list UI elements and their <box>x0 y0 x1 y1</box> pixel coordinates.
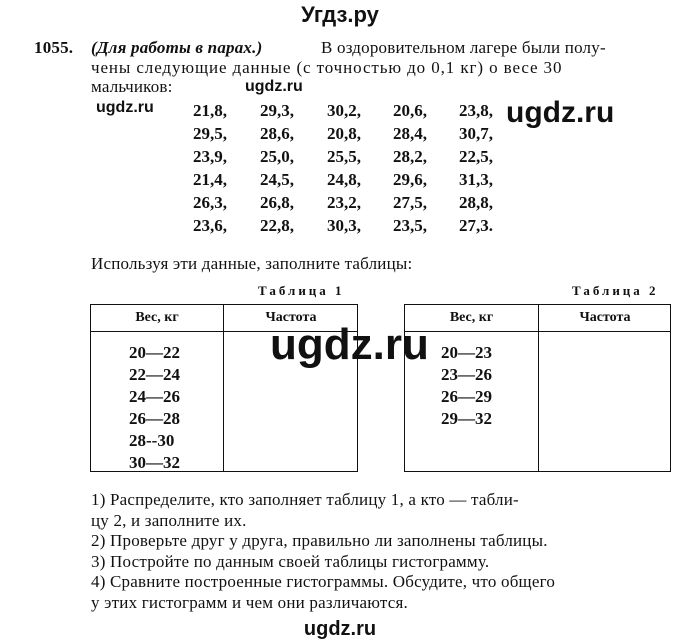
watermark: ugdz.ru <box>270 320 429 369</box>
range-cell: 22—24 <box>129 365 180 384</box>
problem-text-line1: В оздоровительном лагере были полу- <box>321 38 606 57</box>
table2-header-weight: Вес, кг <box>449 310 494 325</box>
range-cell: 26—28 <box>129 409 180 428</box>
range-cell: 28--30 <box>129 431 175 450</box>
data-value: 28,4, <box>393 124 427 143</box>
task-line: цу 2, и заполните их. <box>91 510 247 530</box>
task-line: 3) Постройте по данным своей таблицы гис… <box>91 551 490 571</box>
range-cell: 30—32 <box>129 453 180 472</box>
data-value: 31,3, <box>459 170 493 189</box>
data-value: 22,8, <box>260 216 294 235</box>
data-value: 28,8, <box>459 193 493 212</box>
data-value: 26,3, <box>193 193 227 212</box>
data-value: 25,5, <box>327 147 361 166</box>
data-value: 23,8, <box>459 101 493 120</box>
table2-caption: Таблица 2 <box>572 283 659 298</box>
data-value: 27,3. <box>459 216 493 235</box>
data-value: 20,6, <box>393 101 427 120</box>
watermark: ugdz.ru <box>96 99 154 116</box>
data-value: 24,8, <box>327 170 361 189</box>
problem-number: 1055. <box>34 38 74 57</box>
data-value: 29,6, <box>393 170 427 189</box>
watermark: ugdz.ru <box>506 96 615 129</box>
task-line: у этих гистограмм и чем они различаются. <box>91 592 408 612</box>
data-value: 30,2, <box>327 101 361 120</box>
problem-text-line3: мальчиков: <box>91 77 173 96</box>
data-value: 22,5, <box>459 147 493 166</box>
data-value: 23,6, <box>193 216 227 235</box>
task-line: 4) Сравните построенные гистограммы. Обс… <box>91 572 556 591</box>
data-value: 21,8, <box>193 101 227 120</box>
table1-caption: Таблица 1 <box>258 283 345 298</box>
instruction: Используя эти данные, заполните таблицы: <box>91 254 413 273</box>
data-value: 30,7, <box>459 124 493 143</box>
problem-text-line2: чены следующие данные (с точностью до 0,… <box>91 58 563 77</box>
watermark: ugdz.ru <box>303 618 377 640</box>
range-cell: 26—29 <box>441 387 492 406</box>
data-value: 23,5, <box>393 216 427 235</box>
table1-header-frequency: Частота <box>265 310 317 325</box>
table1-header-weight: Вес, кг <box>135 310 179 325</box>
range-cell: 20—23 <box>441 343 492 362</box>
data-value: 21,4, <box>193 170 227 189</box>
data-value: 30,3, <box>327 216 361 235</box>
data-value: 27,5, <box>393 193 427 212</box>
data-value: 20,8, <box>327 124 361 143</box>
data-value: 25,0, <box>260 147 294 166</box>
data-value: 29,3, <box>260 101 294 120</box>
site-title: Угдз.ру <box>301 2 379 27</box>
task-line: 1) Распределите, кто заполняет таблицу 1… <box>91 490 519 509</box>
data-value: 28,6, <box>260 124 294 143</box>
range-cell: 24—26 <box>129 387 180 406</box>
watermark: ugdz.ru <box>245 78 303 95</box>
data-value: 23,2, <box>327 193 361 212</box>
range-cell: 23—26 <box>441 365 492 384</box>
data-value: 28,2, <box>393 147 427 166</box>
table2-header-frequency: Частота <box>579 310 631 325</box>
data-value: 23,9, <box>193 147 227 166</box>
data-value: 29,5, <box>193 124 227 143</box>
range-cell: 20—22 <box>129 343 180 362</box>
problem-note: (Для работы в парах.) <box>91 38 263 57</box>
data-value: 26,8, <box>260 193 294 212</box>
data-value: 24,5, <box>260 170 294 189</box>
table2: Вес, кг Частота 20—23 23—26 26—29 29—32 <box>404 304 671 472</box>
table1: Вес, кг Частота 20—22 22—24 24—26 26—28 28--… <box>90 304 358 472</box>
range-cell: 29—32 <box>441 409 492 428</box>
task-line: 2) Проверьте друг у друга, правильно ли … <box>91 531 548 550</box>
